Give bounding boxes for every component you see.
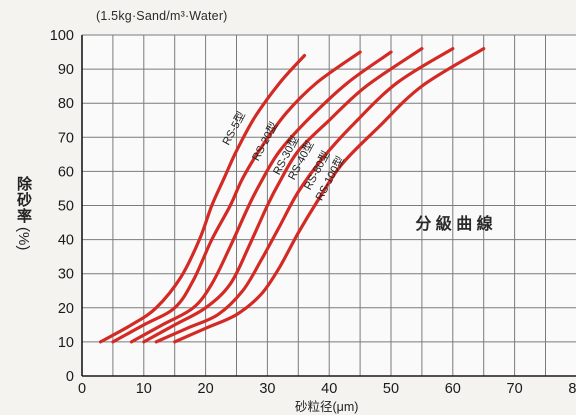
series-line-2: [111, 50, 362, 344]
series-line-3: [129, 50, 393, 344]
x-tick-label: 80: [568, 381, 576, 397]
x-axis-label: 砂粒径(μm): [295, 396, 358, 415]
y-tick-label: 50: [58, 199, 74, 215]
x-tick-label: 30: [259, 381, 275, 397]
x-tick-label: 60: [445, 381, 461, 397]
x-axis-label-text: 砂粒径: [295, 400, 333, 414]
series-line-5: [154, 47, 455, 344]
y-tick-label: 70: [58, 130, 74, 146]
chart-annotation: 分 級 曲 線: [415, 214, 492, 233]
x-tick-label: 50: [383, 381, 399, 397]
x-tick-label: 70: [507, 381, 523, 397]
x-tick-label: 0: [78, 381, 86, 397]
x-tick-label: 20: [198, 381, 214, 397]
x-tick-label: 40: [321, 381, 337, 397]
y-tick-label: 90: [58, 62, 74, 78]
y-axis-label-unit: (%): [15, 227, 32, 251]
y-tick-label: 0: [66, 369, 74, 385]
y-tick-label: 80: [58, 96, 74, 112]
chart-note: (1.5kg·Sand/m³·Water): [96, 9, 228, 23]
y-axis-label-text: 除砂率: [15, 176, 32, 224]
y-tick-label: 10: [58, 335, 74, 351]
series-line-6: [173, 47, 486, 344]
y-tick-label: 30: [58, 267, 74, 283]
series-line-4: [142, 47, 424, 344]
x-axis-label-unit: (μm): [332, 400, 359, 414]
y-tick-label: 100: [50, 28, 74, 44]
series-line-1: [98, 53, 307, 344]
y-tick-label: 20: [58, 301, 74, 317]
y-tick-label: 40: [58, 233, 74, 249]
y-tick-label: 60: [58, 164, 74, 180]
y-axis-label: 除砂率 (%): [14, 176, 36, 250]
chart-note-text: (1.5kg·Sand/m³·Water): [96, 9, 228, 23]
x-tick-label: 10: [136, 381, 152, 397]
